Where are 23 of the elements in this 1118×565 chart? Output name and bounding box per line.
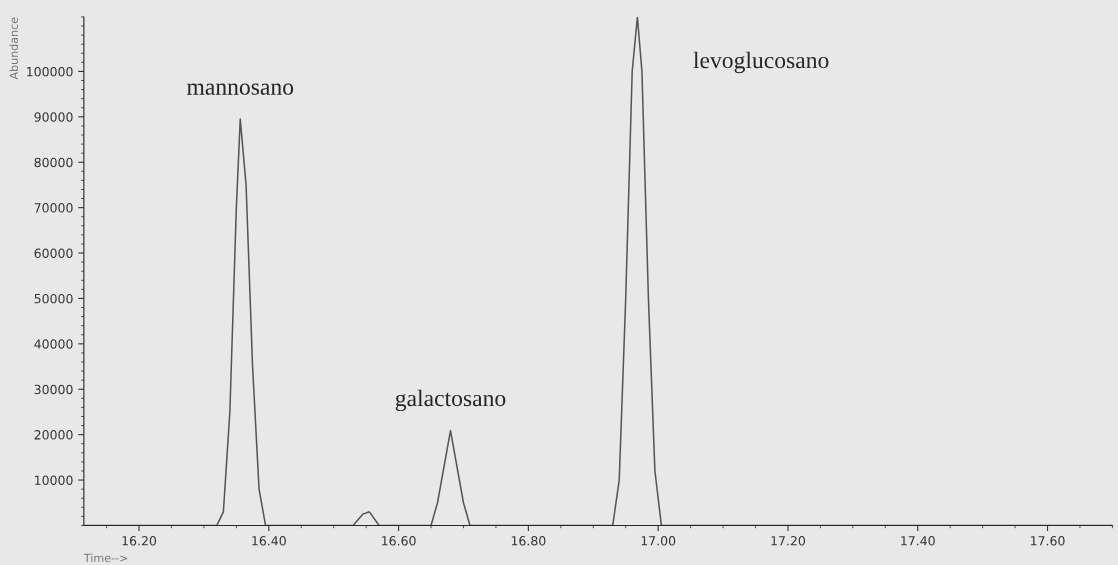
y-tick-label: 40000 [34, 339, 73, 349]
y-tick-label: 60000 [34, 248, 73, 258]
y-tick-label: 30000 [34, 384, 73, 395]
y-tick-label: 90000 [34, 112, 73, 122]
x-tick-label: 16.80 [511, 536, 546, 546]
x-tick-label: 16.40 [252, 536, 286, 546]
x-tick-label: 17.20 [771, 536, 806, 546]
y-tick-label: 80000 [34, 157, 73, 168]
x-tick-label: 17.40 [901, 536, 935, 546]
y-tick-label: 20000 [34, 430, 73, 440]
x-tick-label: 16.20 [122, 536, 157, 546]
annotation: levoglucosano [693, 51, 829, 74]
y-tick-label: 70000 [34, 203, 73, 213]
annotation: galactosano [395, 389, 506, 412]
annotation: mannosano [186, 83, 294, 95]
x-tick-label: 17.00 [641, 536, 676, 546]
y-tick-label: 50000 [34, 293, 73, 304]
x-tick-label: 17.60 [1031, 536, 1065, 546]
y-tick-label: 100000 [27, 66, 73, 77]
x-tick-label: 16.60 [382, 536, 416, 546]
x-axis-title: Time--> [83, 553, 128, 563]
y-tick-label: 10000 [35, 475, 73, 485]
y-axis-title: Abundance [9, 17, 19, 80]
